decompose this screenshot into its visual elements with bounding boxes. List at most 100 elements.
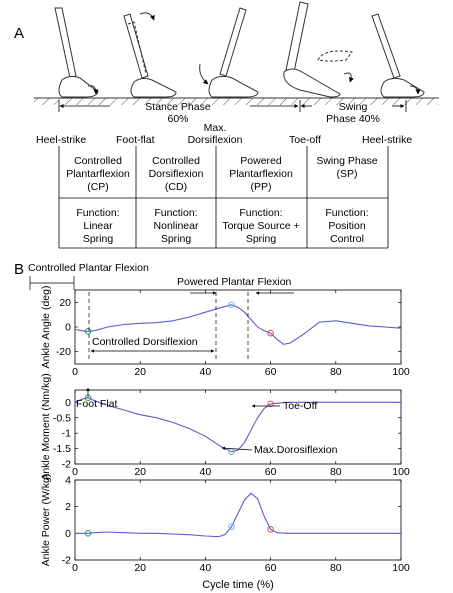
phase-pp-line-2: Plantarflexion <box>229 168 293 180</box>
event-marker <box>228 301 235 309</box>
x-axis-label: Cycle time (%) <box>202 579 274 591</box>
phase-cp-function-2: Linear <box>83 220 113 232</box>
x-tick-label: 40 <box>200 366 212 378</box>
swing-phase-percent: Phase 40% <box>326 113 380 125</box>
chart-2: 0 20 40 60 80 100 0 -0.5 -1 -1.5 -2 Ankle Moment (N… <box>40 373 410 480</box>
y-tick-label: -2 <box>62 555 71 567</box>
event-heel-strike: Heel-strike <box>36 134 86 146</box>
leg-heel-strike <box>54 7 99 98</box>
stance-phase-label: Stance Phase <box>145 101 211 113</box>
max-dorsi-arrow <box>221 446 253 451</box>
x-tick-label: 20 <box>134 562 146 574</box>
x-tick-label: 60 <box>265 562 277 574</box>
annotations: Controlled Plantar Flexion Powered Plant… <box>28 262 338 456</box>
phase-cd-line-3: (CD) <box>165 181 187 193</box>
event-marker <box>84 530 92 537</box>
y-axis-label: Ankle Power (W/kg) <box>40 474 52 567</box>
phase-pp-line-1: Powered <box>240 155 282 167</box>
phase-sp-function-1: Function: <box>325 207 368 219</box>
x-tick-label: 0 <box>72 466 78 478</box>
phase-cp: Controlled Plantarflexion (CP) Function:… <box>66 155 130 245</box>
phase-cd-function-1: Function: <box>154 207 197 219</box>
leg-toe-off <box>283 1 354 98</box>
panel-a-label: A <box>14 25 24 42</box>
series-line <box>75 492 401 538</box>
annotation-foot-flat: Foot Flat <box>76 398 118 410</box>
y-tick-label: 2 <box>65 501 71 513</box>
phase-cp-function-3: Spring <box>83 233 114 245</box>
phase-table <box>58 146 389 249</box>
panel-b-label: B <box>14 261 24 278</box>
series-line <box>74 397 401 453</box>
x-tick-label: 20 <box>134 466 146 478</box>
y-axis-label: Ankle Moment (Nm/kg) <box>40 373 52 480</box>
phase-pp-function-2: Torque Source + <box>222 220 299 232</box>
ground-hatch <box>34 98 439 105</box>
event-marker <box>267 526 274 533</box>
leg-max-dorsiflexion <box>199 7 259 98</box>
cpf-bracket <box>29 276 75 290</box>
leg-heel-strike-2 <box>371 13 425 98</box>
plot-frame <box>74 289 402 365</box>
y-tick-label: -0.5 <box>53 412 71 424</box>
phase-cp-function-1: Function: <box>76 207 119 219</box>
swing-phase-label: Swing <box>339 101 368 113</box>
stance-phase-percent: 60% <box>167 113 188 125</box>
x-tick-label: 40 <box>200 562 212 574</box>
event-max: Max. <box>204 122 227 134</box>
leg-foot-flat <box>123 12 177 98</box>
phase-sp-line-2: (SP) <box>337 168 358 180</box>
event-marker <box>84 328 92 335</box>
phase-cd-line-2: Dorsiflexion <box>149 168 204 180</box>
x-tick-label: 100 <box>392 366 410 378</box>
annotation-toe-off: Toe-Off <box>283 400 317 412</box>
phase-sp: Swing Phase (SP) Function: Position Cont… <box>316 155 377 245</box>
annotation-controlled-plantar-flexion: Controlled Plantar Flexion <box>28 262 149 274</box>
y-tick-label: 0 <box>65 528 71 540</box>
event-foot-flat: Foot-flat <box>116 134 155 146</box>
y-tick-label: 20 <box>59 297 71 309</box>
phase-pp-function-3: Spring <box>246 233 277 245</box>
x-tick-label: 0 <box>72 562 78 574</box>
y-tick-label: 4 <box>65 475 71 487</box>
phase-sp-function-2: Position <box>328 220 366 232</box>
y-tick-label: -1.5 <box>53 443 71 455</box>
x-tick-label: 100 <box>392 466 410 478</box>
x-tick-label: 60 <box>265 466 277 478</box>
y-tick-label: -20 <box>56 346 71 358</box>
plot-frame <box>74 479 402 561</box>
phase-cp-line-3: (CP) <box>87 181 109 193</box>
x-tick-label: 40 <box>200 466 212 478</box>
phase-pp: Powered Plantarflexion (PP) Function: To… <box>222 155 299 245</box>
event-marker <box>228 523 235 530</box>
event-marker <box>267 329 274 337</box>
x-tick-label: 80 <box>330 562 342 574</box>
series-line <box>74 304 402 345</box>
phase-pp-function-1: Function: <box>239 207 282 219</box>
phase-cd-function-3: Spring <box>161 233 192 245</box>
annotation-controlled-dorsiflexion: Controlled Dorsiflexion <box>92 336 198 348</box>
x-tick-label: 80 <box>330 466 342 478</box>
x-tick-label: 80 <box>330 366 342 378</box>
annotation-max-dorsiflexion: Max.Dorosiflexion <box>254 444 338 456</box>
x-tick-label: 100 <box>392 562 410 574</box>
y-axis-label: Ankle Angle (deg) <box>40 286 52 369</box>
phase-pp-line-3: (PP) <box>251 181 272 193</box>
x-tick-label: 20 <box>134 366 146 378</box>
gait-leg-sketches <box>54 1 425 98</box>
event-marker <box>267 400 274 408</box>
phase-sp-function-3: Control <box>330 233 364 245</box>
x-tick-label: 0 <box>72 366 78 378</box>
event-heel-strike-2: Heel-strike <box>362 134 412 146</box>
event-toe-off: Toe-off <box>289 134 321 146</box>
event-dorsiflexion: Dorsiflexion <box>188 134 243 146</box>
plot-frame <box>74 389 402 465</box>
y-tick-label: -2 <box>62 459 71 471</box>
y-tick-label: -1 <box>62 428 71 440</box>
y-tick-label: 0 <box>65 397 71 409</box>
y-tick-label: 0 <box>65 322 71 334</box>
